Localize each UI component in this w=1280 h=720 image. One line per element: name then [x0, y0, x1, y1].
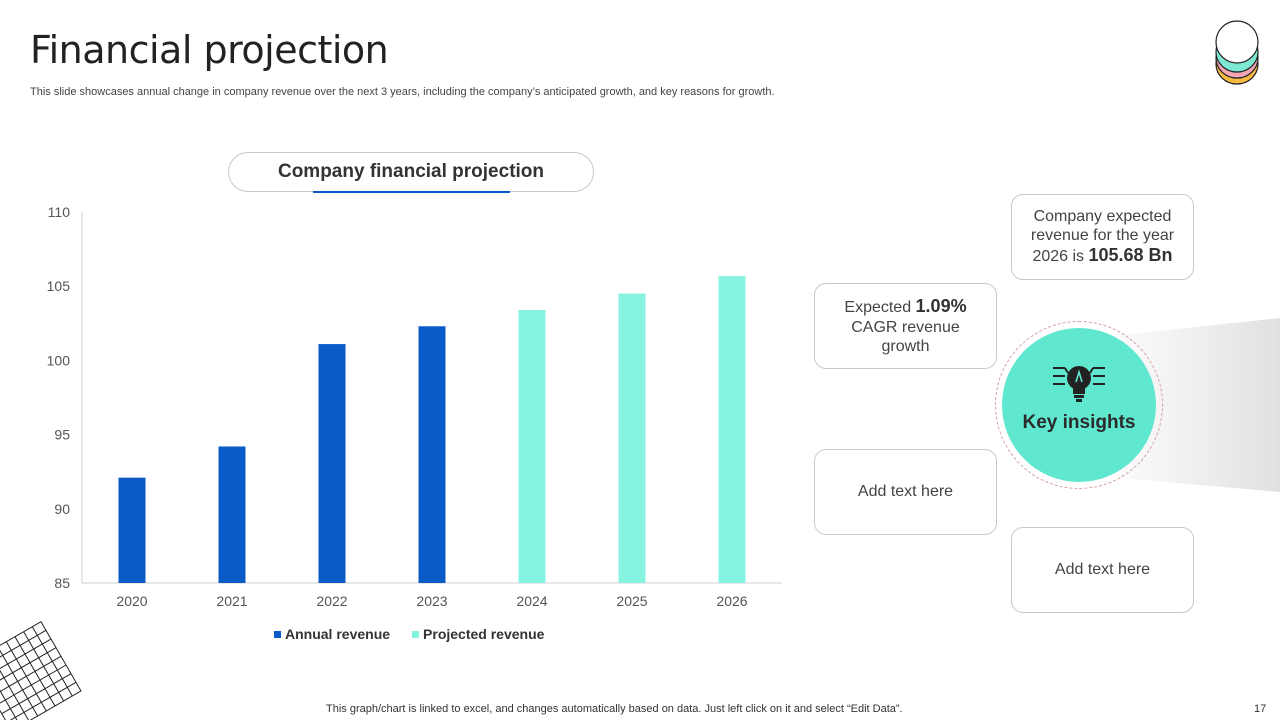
- bar-chart: 85 90 95 100 105 110 2020 2021 2022 2023 2024 2025 2…: [47, 204, 782, 609]
- x-tick-label: 2020: [116, 593, 147, 609]
- placeholder-box-1: Add text here: [814, 449, 997, 535]
- legend-label-annual: Annual revenue: [285, 626, 391, 642]
- bar-annual-revenue: [118, 477, 146, 583]
- y-tick-label: 85: [54, 575, 70, 591]
- page-number: 17: [1254, 703, 1267, 715]
- bar-annual-revenue: [418, 326, 446, 583]
- bar-annual-revenue: [318, 344, 346, 583]
- y-tick-label: 90: [54, 501, 70, 517]
- legend-item-projected: Projected revenue: [412, 626, 544, 642]
- y-tick-label: 110: [48, 204, 71, 220]
- key-insights-circle: [1002, 328, 1156, 482]
- bar-annual-revenue: [218, 446, 246, 583]
- x-tick-label: 2022: [316, 593, 347, 609]
- x-tick-label: 2024: [516, 593, 547, 609]
- bar-projected-revenue: [518, 309, 546, 583]
- placeholder-box-2: Add text here: [1011, 527, 1194, 613]
- legend-label-projected: Projected revenue: [423, 626, 545, 642]
- footer-note: This graph/chart is linked to excel, and…: [326, 703, 903, 715]
- expected-revenue-box: Company expected revenue for the year 20…: [1011, 194, 1194, 280]
- y-tick-label: 95: [54, 427, 70, 443]
- cagr-prefix: Expected: [844, 299, 916, 317]
- x-tick-label: 2026: [716, 593, 747, 609]
- cagr-box: Expected 1.09% CAGR revenue growth: [814, 283, 997, 369]
- bar-projected-revenue: [718, 276, 746, 583]
- page-title: Financial projection: [30, 28, 389, 72]
- key-insights-label: Key insights: [1022, 412, 1136, 433]
- legend-swatch-annual: [274, 630, 281, 638]
- x-tick-label: 2021: [216, 593, 247, 609]
- key-insights-ring: [995, 321, 1163, 489]
- stacked-layers-icon: [1215, 20, 1259, 85]
- grid-decoration: [0, 621, 82, 720]
- cagr-value: 1.09%: [915, 296, 967, 317]
- y-tick-label: 100: [47, 352, 71, 368]
- expected-revenue-value: 105.68 Bn: [1088, 245, 1173, 266]
- placeholder-text-2: Add text here: [1054, 561, 1151, 579]
- expected-revenue-text: Company expected revenue for the year 20…: [1030, 208, 1175, 266]
- lightbulb-icon: [1053, 366, 1105, 402]
- chart-legend: Annual revenue Projected revenue: [274, 626, 544, 642]
- x-tick-label: 2023: [416, 593, 447, 609]
- legend-swatch-projected: [412, 630, 420, 638]
- page-subtitle: This slide showcases annual change in co…: [30, 86, 775, 98]
- legend-item-annual: Annual revenue: [274, 626, 390, 642]
- x-tick-label: 2025: [616, 593, 647, 609]
- chart-title-underline: [313, 191, 510, 193]
- placeholder-text-1: Add text here: [857, 483, 954, 501]
- cagr-suffix: CAGR revenue growth: [851, 318, 960, 355]
- bar-projected-revenue: [618, 293, 646, 583]
- y-tick-label: 105: [47, 278, 71, 294]
